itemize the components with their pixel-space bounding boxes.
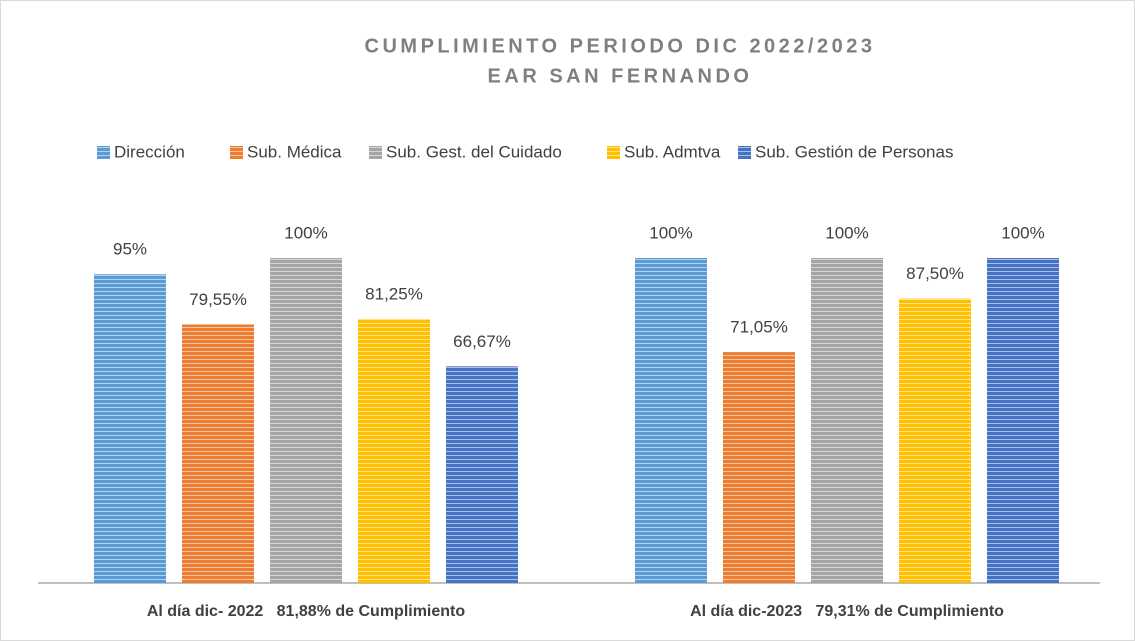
bar <box>635 258 707 583</box>
data-label: 81,25% <box>365 284 423 303</box>
legend-swatch <box>97 146 110 159</box>
chart-title: CUMPLIMIENTO PERIODO DIC 2022/2023 <box>365 35 876 57</box>
data-label: 66,67% <box>453 332 511 351</box>
data-label: 100% <box>1001 223 1044 242</box>
bar <box>899 298 971 583</box>
legend-label: Dirección <box>114 142 185 161</box>
chart-subtitle: EAR SAN FERNANDO <box>488 65 753 87</box>
legend-swatch <box>369 146 382 159</box>
bar <box>987 258 1059 583</box>
bar <box>358 318 430 583</box>
legend-label: Sub. Gest. del Cuidado <box>386 142 562 161</box>
bar <box>270 258 342 583</box>
bar <box>446 366 518 583</box>
bar <box>723 352 795 583</box>
legend-label: Sub. Admtva <box>624 142 721 161</box>
legend-label: Sub. Médica <box>247 142 342 161</box>
data-label: 71,05% <box>730 318 788 337</box>
legend-swatch <box>738 146 751 159</box>
x-tick-label: Al día dic- 2022 81,88% de Cumplimiento <box>147 603 466 620</box>
bar <box>182 324 254 583</box>
legend-label: Sub. Gestión de Personas <box>755 142 953 161</box>
legend-swatch <box>607 146 620 159</box>
bar <box>94 274 166 583</box>
data-label: 100% <box>649 223 692 242</box>
data-label: 95% <box>113 240 147 259</box>
bar <box>811 258 883 583</box>
data-label: 100% <box>825 223 868 242</box>
data-label: 79,55% <box>189 290 247 309</box>
data-label: 100% <box>284 223 327 242</box>
legend-swatch <box>230 146 243 159</box>
x-tick-label: Al día dic-2023 79,31% de Cumplimiento <box>690 603 1004 620</box>
data-label: 87,50% <box>906 264 964 283</box>
